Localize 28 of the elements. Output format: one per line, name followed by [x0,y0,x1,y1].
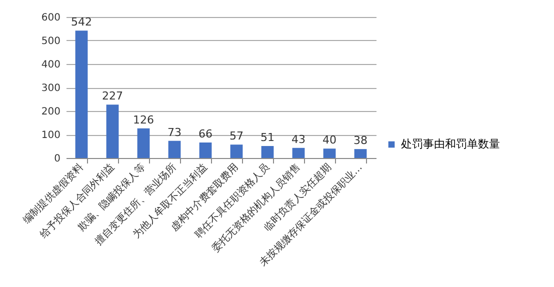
bar [75,30,88,158]
bar [168,140,181,158]
bar [199,142,212,158]
legend-label: 处罚事由和罚单数量 [401,138,500,150]
y-tick-label: 400 [41,60,60,70]
data-label: 43 [292,132,306,146]
data-label: 66 [198,127,212,140]
bar [261,146,274,158]
bar [354,149,367,158]
bar [292,148,305,158]
bar [106,104,119,158]
data-label: 38 [354,134,368,148]
data-label: 73 [168,126,182,139]
y-tick-label: 0 [54,154,60,164]
data-label: 57 [230,130,244,143]
data-label: 40 [322,134,336,147]
y-tick-label: 100 [41,130,60,141]
bar [137,128,150,158]
y-tick-label: 200 [41,106,60,118]
data-label: 227 [102,90,123,103]
bar [230,144,243,158]
y-tick-label: 300 [41,83,60,94]
data-label: 51 [260,131,274,144]
bar [323,148,336,158]
data-label: 126 [133,113,154,126]
y-tick-label: 600 [41,12,60,24]
y-tick-label: 500 [41,36,60,47]
data-label: 542 [71,16,92,29]
